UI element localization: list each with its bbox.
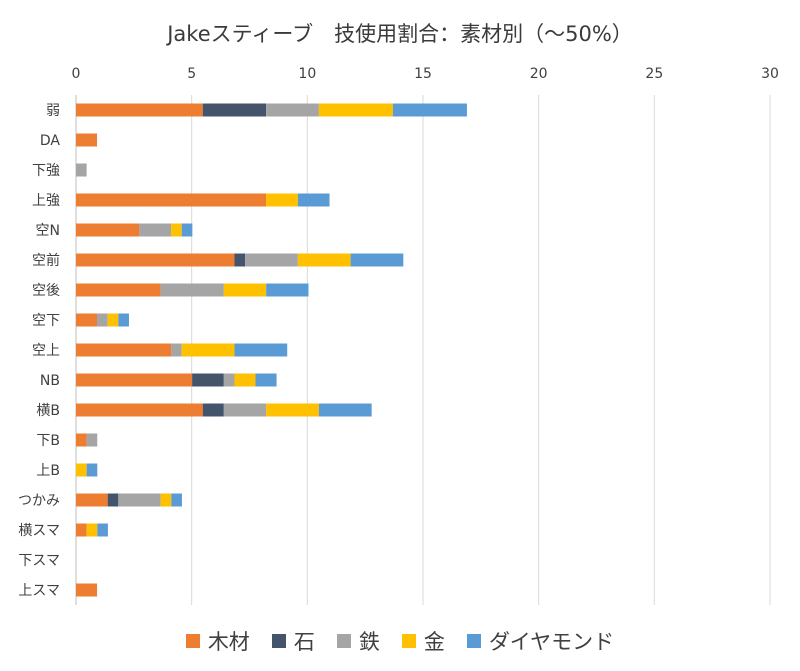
bar-segment-金 — [160, 493, 172, 507]
bar-segment-金 — [318, 103, 393, 117]
bar-segment-石 — [202, 103, 267, 117]
y-category-label: 空下 — [32, 313, 60, 329]
bar-segment-木材 — [76, 343, 172, 357]
bar-segment-ダイヤモンド — [234, 343, 288, 357]
bar-segment-金 — [171, 223, 182, 237]
x-tick-label: 10 — [298, 66, 316, 82]
y-category-label: 下B — [36, 433, 60, 449]
bar-segment-金 — [76, 463, 87, 477]
y-category-label: 弱 — [46, 103, 60, 119]
legend-item: 木材 — [185, 626, 250, 656]
bar-segment-ダイヤモンド — [266, 283, 309, 297]
bar-segment-木材 — [76, 193, 267, 207]
bar-segment-木材 — [76, 103, 203, 117]
legend-item: ダイヤモンド — [466, 626, 615, 656]
bar-segment-石 — [192, 373, 224, 387]
bar-segment-石 — [202, 403, 224, 417]
bar-segment-鉄 — [223, 403, 267, 417]
y-category-label: 上強 — [32, 193, 60, 209]
y-category-label: 空前 — [32, 252, 60, 269]
legend-swatch — [401, 634, 416, 648]
bar-segment-木材 — [76, 583, 98, 597]
y-category-label: 下スマ — [18, 553, 60, 569]
bar-segment-木材 — [76, 313, 98, 327]
x-tick-label: 5 — [187, 66, 196, 82]
bar-segment-金 — [297, 253, 351, 267]
bar-segment-ダイヤモンド — [86, 463, 98, 477]
bar-segment-ダイヤモンド — [318, 403, 372, 417]
legend-label: 木材 — [207, 630, 250, 654]
bar-segment-金 — [223, 283, 267, 297]
bar-segment-木材 — [76, 433, 87, 447]
bar-segment-鉄 — [139, 223, 172, 237]
y-category-label: DA — [40, 133, 61, 149]
bar-segment-鉄 — [223, 373, 235, 387]
bar-segment-ダイヤモンド — [255, 373, 277, 387]
x-tick-label: 30 — [761, 66, 779, 82]
bar-segment-ダイヤモンド — [118, 313, 129, 327]
bar-segment-金 — [107, 313, 119, 327]
y-category-label: 横B — [36, 403, 60, 419]
legend-label: 鉄 — [358, 630, 380, 654]
x-tick-label: 20 — [530, 66, 548, 82]
bar-segment-金 — [86, 523, 98, 537]
bar-segment-木材 — [76, 223, 140, 237]
bar-segment-ダイヤモンド — [181, 223, 193, 237]
bar-segment-石 — [234, 253, 246, 267]
bar-segment-木材 — [76, 373, 193, 387]
legend-label: ダイヤモンド — [488, 630, 615, 654]
legend-swatch — [185, 634, 200, 648]
x-tick-label: 25 — [645, 66, 663, 82]
y-category-label: 上スマ — [18, 583, 60, 599]
y-category-label: 横スマ — [18, 523, 60, 539]
bar-segment-ダイヤモンド — [171, 493, 182, 507]
y-category-label: 上B — [36, 463, 60, 479]
legend: 木材 石 鉄 金 ダイヤモンド — [0, 626, 800, 656]
x-tick-label: 15 — [414, 66, 432, 82]
bar-segment-石 — [107, 493, 119, 507]
bar-segment-鉄 — [245, 253, 298, 267]
bar-segment-ダイヤモンド — [392, 103, 467, 117]
bar-segment-鉄 — [118, 493, 161, 507]
bar-segment-木材 — [76, 283, 161, 297]
bar-segment-ダイヤモンド — [350, 253, 404, 267]
bar-segment-木材 — [76, 403, 203, 417]
bar-segment-ダイヤモンド — [297, 193, 330, 207]
legend-item: 石 — [271, 626, 315, 656]
legend-swatch — [466, 634, 481, 648]
y-category-label: つかみ — [18, 493, 60, 509]
bar-segment-ダイヤモンド — [97, 523, 108, 537]
bar-segment-鉄 — [97, 313, 108, 327]
legend-item: 金 — [401, 626, 445, 656]
chart-title: Jakeスティーブ 技使用割合：素材別（～50%） — [167, 22, 633, 46]
y-category-label: NB — [40, 373, 60, 389]
bar-segment-木材 — [76, 493, 108, 507]
y-category-label: 下強 — [32, 163, 60, 179]
bar-segment-金 — [266, 193, 298, 207]
legend-label: 金 — [423, 630, 445, 654]
legend-item: 鉄 — [336, 626, 380, 656]
bar-segment-木材 — [76, 253, 235, 267]
bar-segment-木材 — [76, 523, 87, 537]
y-category-label: 空上 — [32, 343, 60, 359]
bar-segment-金 — [234, 373, 256, 387]
bar-segment-鉄 — [266, 103, 319, 117]
bar-segment-鉄 — [86, 433, 98, 447]
bar-segment-金 — [181, 343, 235, 357]
legend-label: 石 — [293, 630, 315, 654]
bar-segment-木材 — [76, 133, 98, 147]
y-category-label: 空後 — [32, 283, 60, 299]
bar-segment-鉄 — [76, 163, 87, 177]
y-category-label: 空N — [36, 223, 60, 239]
x-tick-label: 0 — [72, 66, 81, 82]
legend-swatch — [271, 634, 286, 648]
bar-segment-金 — [266, 403, 319, 417]
bar-segment-鉄 — [171, 343, 182, 357]
legend-swatch — [336, 634, 351, 648]
bar-segment-鉄 — [160, 283, 224, 297]
